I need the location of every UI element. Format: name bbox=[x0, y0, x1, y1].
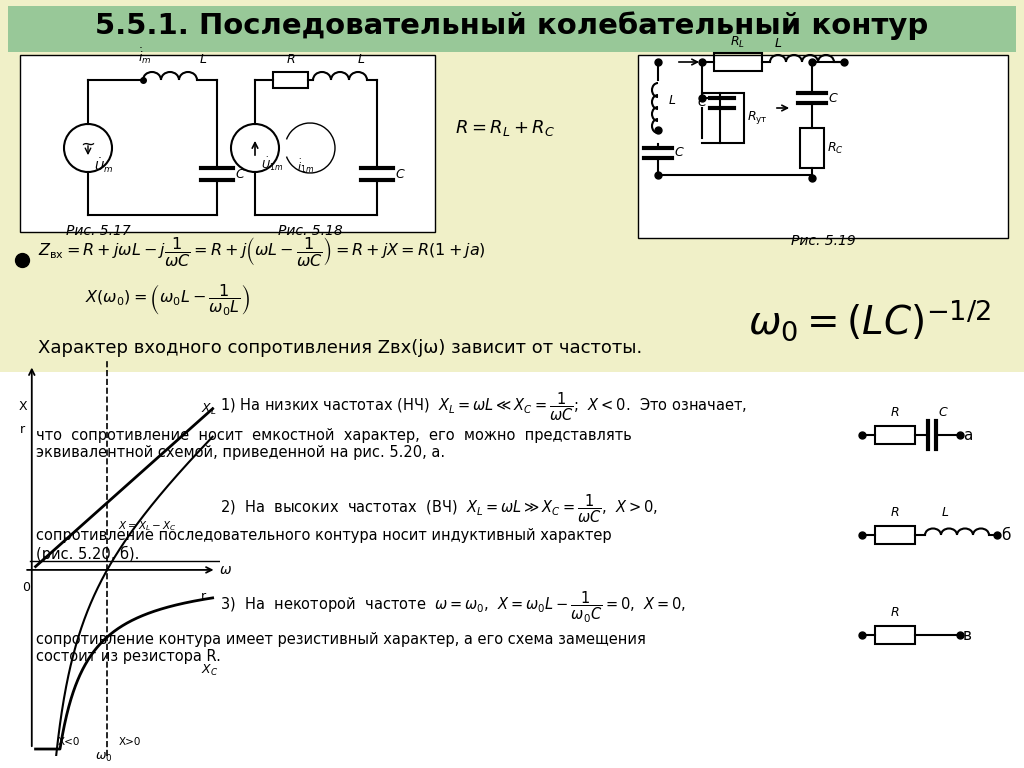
Text: $L$: $L$ bbox=[357, 53, 366, 66]
Text: $R$: $R$ bbox=[286, 53, 295, 66]
Bar bbox=[874, 626, 915, 644]
Text: 0: 0 bbox=[23, 581, 31, 594]
Text: $R$: $R$ bbox=[890, 406, 900, 419]
Text: X>0: X>0 bbox=[119, 737, 141, 747]
Bar bbox=[800, 128, 824, 168]
Bar bbox=[638, 55, 1008, 238]
Text: $\omega_0 = (LC)^{-1/2}$: $\omega_0 = (LC)^{-1/2}$ bbox=[749, 297, 991, 343]
Bar bbox=[8, 6, 1016, 52]
Text: X: X bbox=[18, 400, 27, 413]
Text: $R = R_L + R_C$: $R = R_L + R_C$ bbox=[455, 118, 555, 138]
Text: $R_C$: $R_C$ bbox=[827, 141, 844, 156]
Text: $\dot{U}_m$: $\dot{U}_m$ bbox=[94, 156, 114, 174]
Text: сопротивление контура имеет резистивный характер, а его схема замещения
состоит : сопротивление контура имеет резистивный … bbox=[36, 632, 646, 664]
Bar bbox=[874, 526, 915, 544]
Text: $C$: $C$ bbox=[938, 406, 948, 419]
Text: r: r bbox=[202, 590, 207, 603]
Bar bbox=[714, 53, 762, 71]
Text: $\omega_0$: $\omega_0$ bbox=[94, 751, 112, 764]
Text: 2)  На  высоких  частотах  (ВЧ)  $X_L = \omega L \gg X_C = \dfrac{1}{\omega C}$,: 2) На высоких частотах (ВЧ) $X_L = \omeg… bbox=[220, 492, 658, 525]
Text: $R$: $R$ bbox=[890, 606, 900, 619]
Text: $L$: $L$ bbox=[668, 94, 676, 107]
Bar bbox=[0, 372, 1024, 768]
Text: $R_{\text{ут}}$: $R_{\text{ут}}$ bbox=[746, 110, 768, 127]
Text: X<0: X<0 bbox=[58, 737, 81, 747]
Text: $\dot{i}_{1m}$: $\dot{i}_{1m}$ bbox=[297, 158, 314, 175]
Text: $R$: $R$ bbox=[890, 506, 900, 519]
Text: $L$: $L$ bbox=[774, 37, 782, 50]
Text: б: б bbox=[1001, 528, 1011, 542]
Text: $C$: $C$ bbox=[674, 147, 685, 160]
Text: Рис. 5.19: Рис. 5.19 bbox=[791, 234, 855, 248]
Text: в: в bbox=[963, 627, 972, 643]
Text: 5.5.1. Последовательный колебательный контур: 5.5.1. Последовательный колебательный ко… bbox=[95, 12, 929, 41]
Text: что  сопротивление  носит  емкостной  характер,  его  можно  представлять
эквива: что сопротивление носит емкостной характ… bbox=[36, 428, 632, 460]
Text: r: r bbox=[20, 422, 26, 435]
Text: а: а bbox=[963, 428, 973, 442]
Text: $\dot{U}_{1m}$: $\dot{U}_{1m}$ bbox=[261, 156, 284, 173]
Text: $X(\omega_0) = \left(\omega_0 L - \dfrac{1}{\omega_0 L}\right)$: $X(\omega_0) = \left(\omega_0 L - \dfrac… bbox=[85, 282, 251, 318]
Text: $C$: $C$ bbox=[697, 97, 708, 110]
Text: $C$: $C$ bbox=[828, 91, 839, 104]
Text: $X_L$: $X_L$ bbox=[202, 402, 217, 417]
Text: $X=X_L-X_C$: $X=X_L-X_C$ bbox=[119, 519, 177, 533]
Text: $\omega$: $\omega$ bbox=[219, 563, 231, 577]
Text: Характер входного сопротивления Zвх(jω) зависит от частоты.: Характер входного сопротивления Zвх(jω) … bbox=[38, 339, 642, 357]
Text: 1) На низких частотах (НЧ)  $X_L = \omega L \ll X_C = \dfrac{1}{\omega C}$;  $X : 1) На низких частотах (НЧ) $X_L = \omega… bbox=[220, 390, 748, 422]
Text: $L$: $L$ bbox=[941, 506, 949, 519]
Text: $X_C$: $X_C$ bbox=[202, 664, 218, 678]
Text: $C$: $C$ bbox=[234, 167, 246, 180]
Bar bbox=[874, 426, 915, 444]
Text: 3)  На  некоторой  частоте  $\omega = \omega_0$,  $X = \omega_0 L - \dfrac{1}{\o: 3) На некоторой частоте $\omega = \omega… bbox=[220, 590, 686, 625]
Text: $C$: $C$ bbox=[395, 167, 406, 180]
Text: сопротивление последовательного контура носит индуктивный характер
(рис. 5.20, б: сопротивление последовательного контура … bbox=[36, 528, 611, 561]
Bar bbox=[720, 93, 744, 143]
Text: Рис. 5.18: Рис. 5.18 bbox=[278, 224, 342, 238]
Text: $\dot{i}_m$: $\dot{i}_m$ bbox=[138, 46, 152, 66]
Text: $Z_{\text{вх}} = R + j\omega L - j\dfrac{1}{\omega C} = R + j\left(\omega L - \d: $Z_{\text{вх}} = R + j\omega L - j\dfrac… bbox=[38, 236, 485, 269]
Text: $L$: $L$ bbox=[199, 53, 207, 66]
Bar bbox=[20, 55, 435, 232]
Bar bbox=[273, 72, 308, 88]
Text: Рис. 5.17: Рис. 5.17 bbox=[66, 224, 130, 238]
Text: $R_L$: $R_L$ bbox=[730, 35, 745, 50]
Text: ~: ~ bbox=[81, 136, 95, 154]
